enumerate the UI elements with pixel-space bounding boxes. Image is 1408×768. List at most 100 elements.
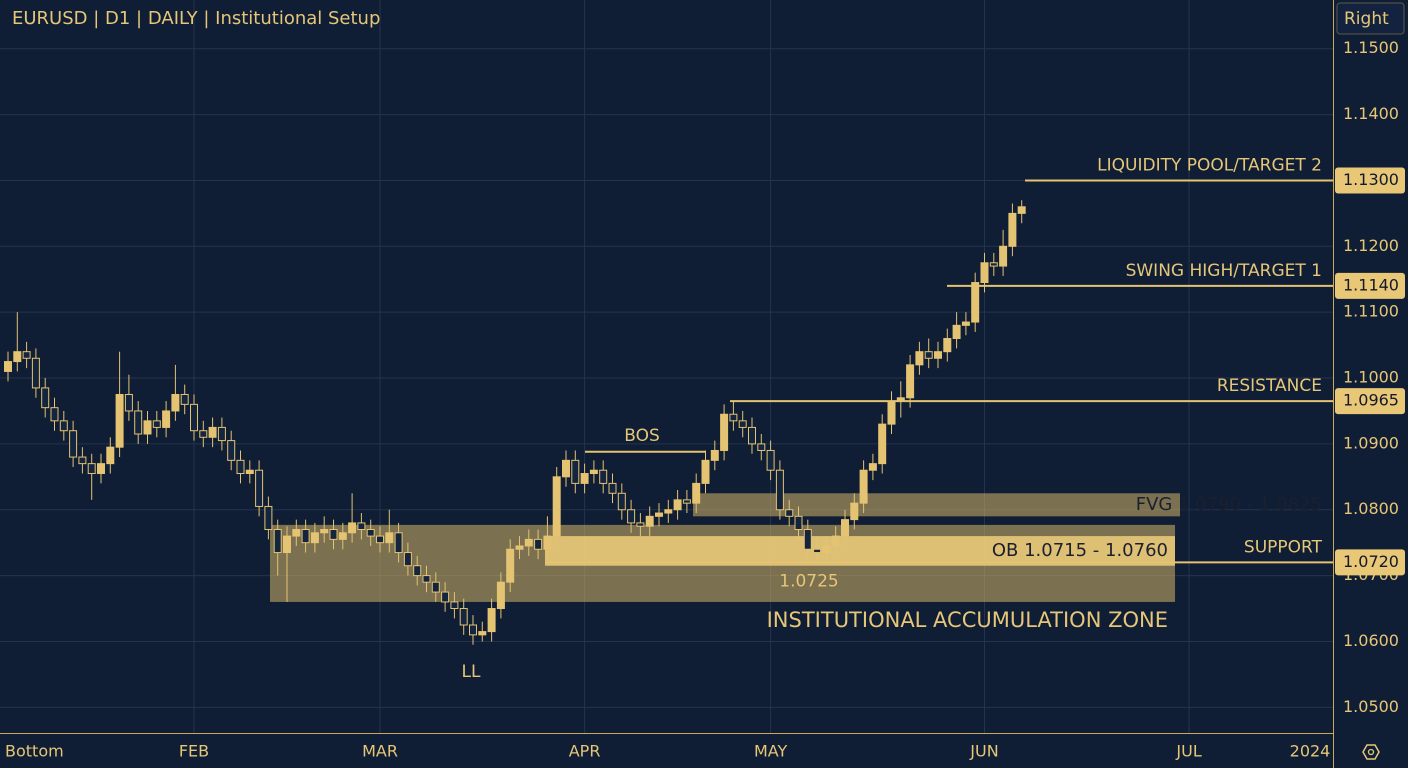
candle-body [850, 502, 859, 521]
candle-body [961, 321, 970, 326]
candle-body [13, 351, 22, 363]
candle-body [924, 351, 933, 359]
candle-body [162, 410, 171, 428]
level-name: RESISTANCE [1217, 376, 1322, 396]
x-tick-label: FEB [179, 742, 209, 761]
candle-body [822, 545, 831, 554]
candle-body [608, 482, 617, 494]
candle-body [180, 393, 189, 405]
candle-body [496, 581, 505, 610]
candle-body [255, 469, 264, 507]
candle-body [627, 509, 636, 524]
candle-body [757, 443, 766, 451]
candle-body [97, 463, 105, 475]
candle-body [803, 528, 812, 550]
zone [693, 493, 1180, 517]
zone [545, 536, 1175, 566]
candle-body [813, 548, 822, 554]
candle-body [655, 512, 663, 517]
candle-body [450, 601, 459, 610]
candle-body [31, 357, 40, 389]
candle-body [4, 361, 12, 372]
candle-body [1008, 212, 1017, 247]
right-button[interactable] [1336, 2, 1405, 35]
candle-body [283, 535, 291, 554]
right-button-label[interactable]: Right [1344, 9, 1389, 29]
candle-body [589, 469, 598, 475]
candles [4, 200, 1026, 645]
candle-body [273, 528, 282, 554]
candle-body [431, 581, 440, 593]
candle-body [878, 423, 887, 465]
candle-body [999, 245, 1008, 267]
candle-body [841, 519, 849, 537]
candle-body [645, 515, 654, 527]
candle-body [385, 532, 394, 544]
candle-body [134, 410, 143, 435]
overlays: INSTITUTIONAL ACCUMULATION ZONE OB 1.0715… [462, 155, 1333, 682]
candle-body [236, 459, 245, 475]
candle-body [775, 469, 784, 511]
candle-body [859, 469, 868, 504]
candle-body [413, 565, 422, 577]
candle-body [264, 505, 273, 530]
y-tick-label: 1.0800 [1343, 499, 1399, 518]
candle-body [310, 532, 319, 544]
price-tag-label: 1.1300 [1343, 170, 1399, 189]
candle-body [357, 522, 366, 530]
price-tag [1335, 167, 1405, 194]
zone-label: FVG 1.0790 - 1.0825 [1136, 494, 1322, 515]
chart-title: EURUSD | D1 | DAILY | Institutional Setu… [12, 8, 380, 29]
candle-body [403, 552, 412, 567]
candle-body [217, 426, 226, 442]
y-tick-label: 1.0900 [1343, 433, 1399, 452]
candle-body [459, 608, 468, 626]
candle-body [701, 459, 710, 484]
candle-body [115, 393, 124, 448]
candle-body [738, 420, 747, 428]
candle-body [227, 440, 236, 461]
y-tick-label: 1.0500 [1343, 697, 1399, 716]
candle-body [422, 575, 431, 583]
x-tick-label: JUN [969, 742, 998, 761]
bottom-label: Bottom [5, 742, 64, 761]
candle-body [580, 473, 589, 484]
candle-body [729, 413, 738, 422]
candle-body [1017, 206, 1026, 214]
candle-body [831, 535, 840, 547]
price-tag [1335, 388, 1405, 415]
candle-body [376, 535, 384, 544]
candle-body [106, 446, 115, 465]
candle-body [338, 532, 347, 540]
candle-body [50, 407, 59, 422]
candle-body [124, 393, 133, 412]
candle-body [887, 400, 896, 425]
settings-icon[interactable] [1362, 744, 1380, 760]
candle-body [562, 459, 570, 478]
price-tag-label: 1.0720 [1343, 552, 1399, 571]
candle-body [469, 624, 477, 636]
candle-body [692, 482, 701, 504]
candle-body [329, 528, 338, 540]
candle-body [785, 509, 794, 517]
candle-body [720, 413, 729, 451]
candle-body [943, 338, 952, 353]
y-tick-label: 1.1000 [1343, 368, 1399, 387]
candle-body [571, 459, 580, 484]
y-tick-label: 1.1400 [1343, 104, 1399, 123]
x-tick-label: 2024 [1290, 742, 1331, 761]
y-tick-label: 1.1100 [1343, 302, 1399, 321]
candle-body [673, 499, 682, 511]
price-tag-label: 1.1140 [1343, 275, 1399, 294]
candle-body [78, 456, 87, 465]
candle-body [478, 631, 487, 636]
candle-body [664, 509, 673, 514]
x-tick-label: MAR [362, 742, 398, 761]
candle-body [320, 528, 329, 534]
candle-body [971, 282, 980, 323]
candle-body [682, 499, 691, 504]
candle-body [980, 262, 989, 284]
candle-body [748, 426, 756, 445]
